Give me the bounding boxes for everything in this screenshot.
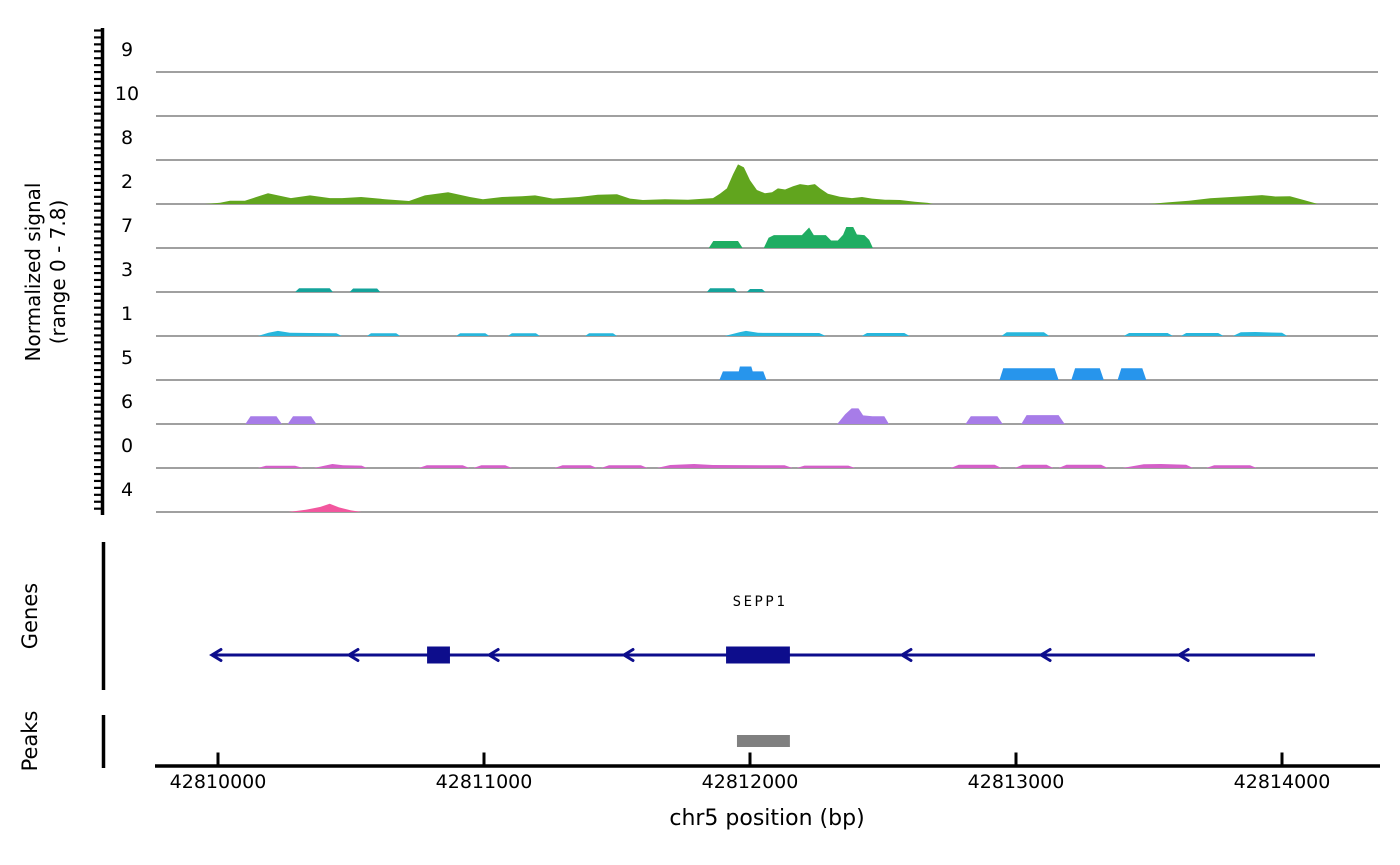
gene-strand-arrow bbox=[1038, 648, 1052, 662]
gene-strand-arrow bbox=[486, 648, 500, 662]
signal-area-track-6 bbox=[245, 416, 282, 424]
signal-area-track-1 bbox=[585, 333, 617, 336]
signal-area-track-3 bbox=[706, 288, 738, 292]
signal-area-track-0 bbox=[1014, 464, 1054, 468]
signal-area-track-0 bbox=[796, 465, 856, 468]
signal-area-track-0 bbox=[1122, 464, 1193, 468]
track-label-8: 8 bbox=[120, 127, 134, 149]
gene-exon bbox=[726, 646, 790, 664]
signal-area-track-1 bbox=[456, 333, 490, 336]
signal-area-track-1 bbox=[861, 333, 910, 336]
signal-area-track-0 bbox=[656, 464, 793, 468]
y-axis-label-line2: (range 0 - 7.8) bbox=[46, 199, 70, 345]
track-label-1: 1 bbox=[120, 303, 134, 325]
signal-area-track-0 bbox=[257, 465, 304, 468]
signal-area-track-3 bbox=[349, 288, 381, 292]
signal-area-track-6 bbox=[965, 416, 1003, 424]
signal-area-track-6 bbox=[287, 416, 317, 424]
genes-section-label: Genes bbox=[18, 582, 42, 650]
signal-area-track-5 bbox=[1071, 368, 1104, 380]
track-label-7: 7 bbox=[120, 215, 134, 237]
signal-area-track-0 bbox=[313, 464, 367, 468]
y-axis-label: Normalized signal (range 0 - 7.8) bbox=[21, 183, 71, 362]
signal-area-track-5 bbox=[719, 366, 767, 380]
signal-area-track-0 bbox=[950, 464, 1002, 468]
signal-area-track-0 bbox=[1058, 464, 1108, 468]
signal-area-track-0 bbox=[1206, 465, 1257, 468]
track-label-9: 9 bbox=[120, 39, 134, 61]
track-label-0: 0 bbox=[120, 435, 134, 457]
track-label-5: 5 bbox=[120, 347, 134, 369]
signal-area-track-6 bbox=[837, 408, 889, 424]
signal-area-track-0 bbox=[601, 465, 648, 468]
signal-area-track-3 bbox=[295, 288, 333, 292]
signal-area-track-2 bbox=[1149, 195, 1318, 204]
track-label-10: 10 bbox=[114, 83, 140, 105]
gene-name-label: SEPP1 bbox=[732, 594, 788, 610]
signal-area-track-1 bbox=[1001, 332, 1050, 336]
gene-strand-arrow bbox=[621, 648, 635, 662]
x-tick-label: 42811000 bbox=[435, 771, 533, 793]
signal-area-track-5 bbox=[999, 368, 1059, 380]
signal-area-track-1 bbox=[257, 330, 342, 336]
x-tick-label: 42814000 bbox=[1233, 771, 1331, 793]
track-label-6: 6 bbox=[120, 391, 134, 413]
signal-area-track-1 bbox=[1123, 333, 1173, 336]
peaks-section-label: Peaks bbox=[18, 710, 42, 772]
gene-strand-arrow bbox=[209, 648, 223, 662]
signal-area-track-1 bbox=[724, 330, 826, 336]
signal-area-track-7 bbox=[708, 241, 743, 248]
signal-area-track-7 bbox=[763, 227, 873, 248]
signal-area-track-2 bbox=[205, 164, 933, 204]
x-tick-label: 42810000 bbox=[169, 771, 267, 793]
signal-area-track-1 bbox=[1232, 332, 1288, 336]
x-tick-label: 42813000 bbox=[967, 771, 1065, 793]
track-label-4: 4 bbox=[120, 479, 134, 501]
signal-area-track-5 bbox=[1117, 368, 1147, 380]
signal-area-track-0 bbox=[473, 465, 512, 468]
gene-strand-arrow bbox=[346, 648, 360, 662]
gene-exon bbox=[427, 646, 450, 664]
x-tick-label: 42812000 bbox=[701, 771, 799, 793]
signal-area-track-1 bbox=[367, 333, 401, 336]
gene-strand-arrow bbox=[1176, 648, 1190, 662]
signal-area-track-0 bbox=[554, 465, 597, 468]
track-label-2: 2 bbox=[120, 171, 134, 193]
signal-area-track-1 bbox=[507, 333, 540, 336]
gene-strand-arrow bbox=[899, 648, 913, 662]
signal-area-track-3 bbox=[746, 289, 766, 292]
signal-area-track-6 bbox=[1021, 415, 1065, 424]
track-label-3: 3 bbox=[120, 259, 134, 281]
signal-area-track-1 bbox=[1180, 333, 1224, 336]
y-axis-label-line1: Normalized signal bbox=[21, 182, 45, 362]
signal-area-track-4 bbox=[288, 503, 362, 512]
peak-region-box bbox=[736, 735, 790, 747]
signal-area-track-0 bbox=[418, 465, 470, 468]
x-axis-label: chr5 position (bp) bbox=[669, 806, 865, 831]
